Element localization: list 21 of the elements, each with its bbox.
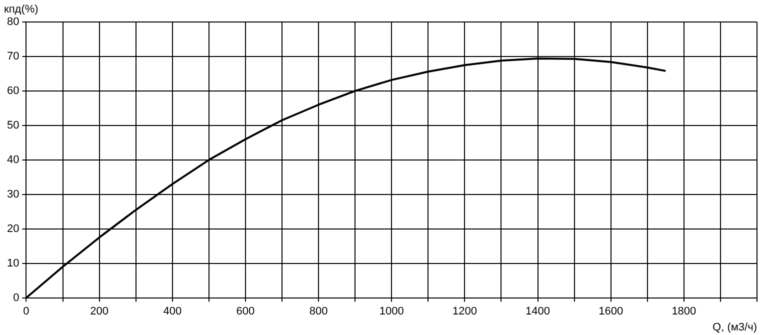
x-tick-label: 800 [309,305,328,318]
x-tick-label: 1600 [598,305,624,318]
y-tick-label: 40 [6,154,20,166]
x-tick-label: 1200 [452,305,477,318]
x-tick-label: 200 [90,305,108,318]
x-tick-label: 1000 [379,305,404,318]
y-tick-label: 0 [13,292,20,304]
y-tick-label: 20 [6,222,20,235]
y-tick-label: 50 [6,119,20,132]
y-tick-label: 60 [6,84,20,97]
x-tick-label: 0 [23,305,30,318]
y-tick-label: 30 [6,188,20,200]
y-axis-title: кпд(%) [4,4,38,16]
y-tick-label: 80 [6,16,20,28]
y-tick-label: 70 [6,50,20,63]
x-tick-label: 400 [163,305,182,318]
x-tick-label: 1400 [526,305,550,318]
y-tick-label: 10 [6,257,20,270]
x-tick-label: 1800 [672,305,696,318]
x-tick-label: 600 [236,305,255,318]
x-axis-title: Q, (м3/ч) [712,322,757,334]
